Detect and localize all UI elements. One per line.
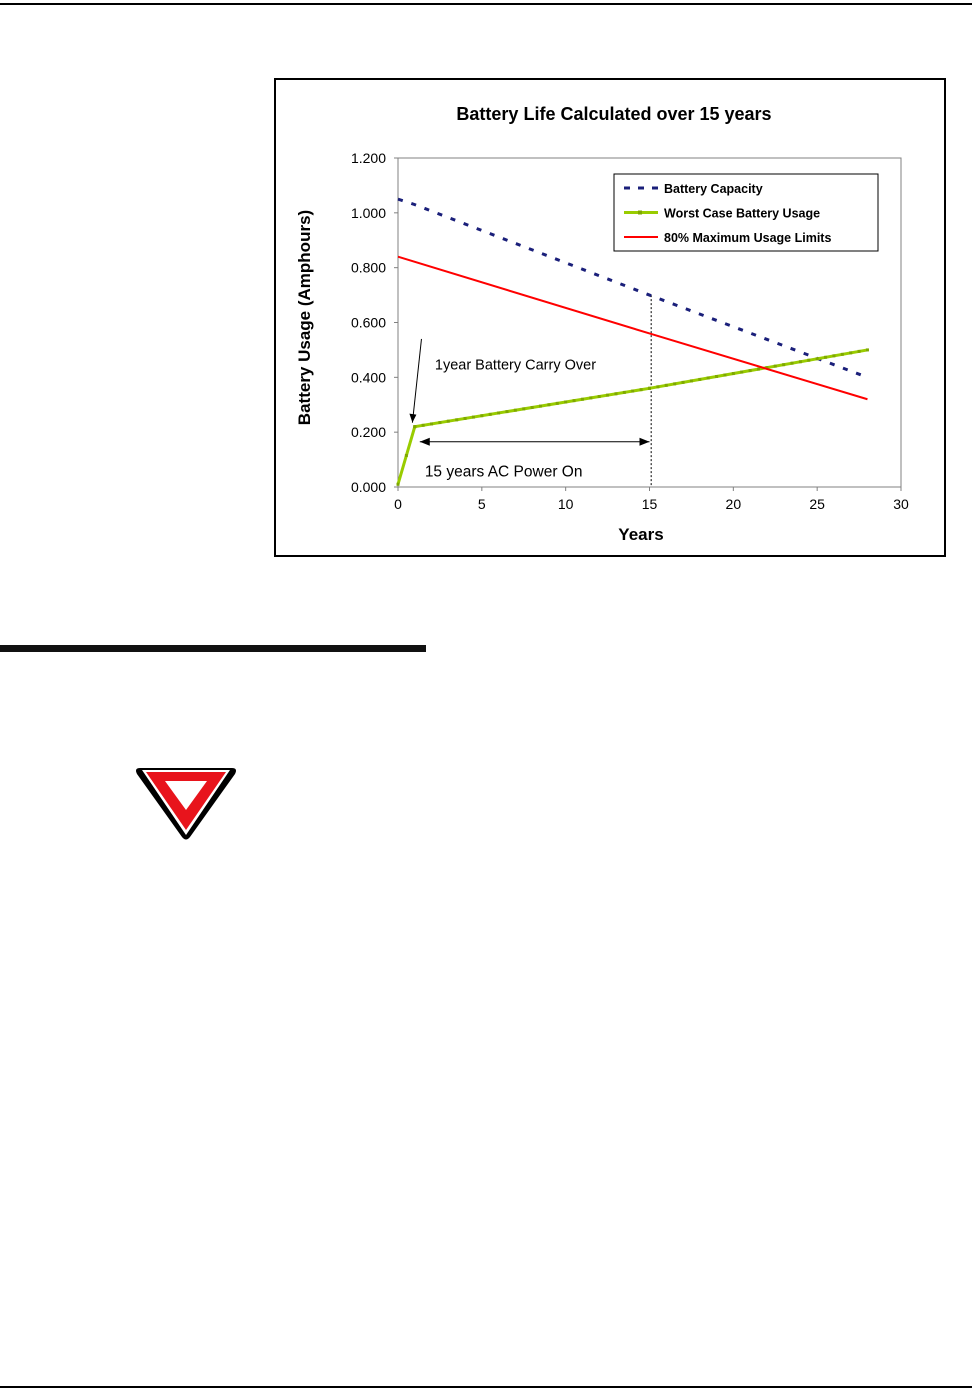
series-point-worst-case xyxy=(715,374,719,378)
series-point-worst-case xyxy=(555,401,559,405)
series-point-worst-case xyxy=(756,367,760,371)
legend: Battery Capacity Worst Case Battery Usage… xyxy=(613,173,879,252)
x-tick-label: 5 xyxy=(478,496,486,512)
series-point-worst-case xyxy=(547,403,551,407)
series-point-worst-case xyxy=(404,453,408,457)
series-point-worst-case xyxy=(840,352,844,356)
legend-swatch-marker xyxy=(638,210,642,215)
series-point-worst-case xyxy=(798,360,802,364)
series-point-worst-case xyxy=(832,354,836,358)
x-tick-label: 30 xyxy=(893,496,909,512)
caution-yield-icon xyxy=(134,764,238,842)
y-tick-label: 1.200 xyxy=(351,150,386,166)
series-point-worst-case xyxy=(731,372,735,376)
chart-title: Battery Life Calculated over 15 years xyxy=(456,104,771,124)
series-point-worst-case xyxy=(572,399,576,403)
y-tick-label: 0.600 xyxy=(351,315,386,331)
series-point-worst-case xyxy=(664,383,668,387)
header-rule xyxy=(0,3,972,5)
series-point-worst-case xyxy=(589,396,593,400)
annotation-arrowhead-carry-over xyxy=(409,413,417,423)
series-point-worst-case xyxy=(807,358,811,362)
x-tick-label: 15 xyxy=(642,496,658,512)
battery-life-chart: Battery Life Calculated over 15 years Ba… xyxy=(274,78,946,557)
legend-label: Worst Case Battery Usage xyxy=(664,207,820,221)
x-tick-label: 20 xyxy=(726,496,742,512)
annotation-battery-carry-over: 1year Battery Carry Over xyxy=(435,358,596,374)
series-line-80-maximum-usage-limits xyxy=(397,255,868,401)
series-point-worst-case xyxy=(539,404,543,408)
series-point-worst-case xyxy=(723,373,727,377)
chart-svg: Battery Life Calculated over 15 years Ba… xyxy=(295,104,909,544)
series-point-worst-case xyxy=(782,363,786,367)
x-axis-label: Years xyxy=(618,525,663,544)
series-point-worst-case xyxy=(421,423,425,427)
annotation-ac-power-on: 15 years AC Power On xyxy=(425,464,583,481)
x-tick-label: 25 xyxy=(809,496,825,512)
series-point-worst-case xyxy=(530,405,534,409)
series-point-worst-case xyxy=(396,482,400,486)
series-point-worst-case xyxy=(639,388,643,392)
footer-rule xyxy=(0,1386,972,1388)
series-point-worst-case xyxy=(740,370,744,374)
series-point-worst-case xyxy=(488,412,492,416)
series-point-worst-case xyxy=(673,382,677,386)
series-point-worst-case xyxy=(622,390,626,394)
series-point-worst-case xyxy=(497,411,501,415)
legend-label: 80% Maximum Usage Limits xyxy=(664,231,831,245)
series-point-worst-case xyxy=(698,377,702,381)
series-point-worst-case xyxy=(748,369,752,373)
series-point-worst-case xyxy=(430,422,434,426)
section-divider xyxy=(0,645,426,652)
series-point-worst-case xyxy=(471,415,475,419)
series-point-worst-case xyxy=(865,348,869,352)
series-point-worst-case xyxy=(413,425,417,429)
series-point-worst-case xyxy=(597,395,601,399)
series-point-worst-case xyxy=(824,355,828,359)
series-point-worst-case xyxy=(505,410,509,414)
series-point-worst-case xyxy=(580,397,584,401)
x-tick-label: 0 xyxy=(394,496,402,512)
series-point-worst-case xyxy=(790,361,794,365)
series-point-worst-case xyxy=(656,385,660,389)
series-point-worst-case xyxy=(438,421,442,425)
series-point-worst-case xyxy=(706,376,710,380)
series-line-battery-capacity xyxy=(397,197,868,379)
y-tick-label: 0.200 xyxy=(351,424,386,440)
series-point-worst-case xyxy=(522,407,526,411)
y-tick-label: 1.000 xyxy=(351,205,386,221)
series-point-worst-case xyxy=(513,408,517,412)
series-point-worst-case xyxy=(564,400,568,404)
series-point-worst-case xyxy=(631,389,635,393)
y-tick-label: 0.400 xyxy=(351,369,386,385)
series-point-worst-case xyxy=(849,351,853,355)
series-point-worst-case xyxy=(815,357,819,361)
series-point-worst-case xyxy=(765,366,769,370)
y-tick-label: 0.000 xyxy=(351,479,386,495)
series-point-worst-case xyxy=(480,414,484,418)
series-point-worst-case xyxy=(455,418,459,422)
legend-label: Battery Capacity xyxy=(664,182,763,196)
series-point-worst-case xyxy=(689,379,693,383)
series-point-worst-case xyxy=(446,419,450,423)
x-tick-label: 10 xyxy=(558,496,574,512)
y-tick-label: 0.800 xyxy=(351,260,386,276)
annotation-span-left-arrowhead xyxy=(419,437,430,446)
series-point-worst-case xyxy=(857,349,861,353)
series-point-worst-case xyxy=(773,364,777,368)
series-point-worst-case xyxy=(463,416,467,420)
series-point-worst-case xyxy=(606,393,610,397)
annotation-span-right-arrowhead xyxy=(639,437,650,446)
series-point-worst-case xyxy=(648,386,651,390)
y-axis-label: Battery Usage (Amphours) xyxy=(295,210,314,425)
annotation-arrow-carry-over xyxy=(411,338,422,423)
series-point-worst-case xyxy=(614,392,618,396)
series-point-worst-case xyxy=(681,380,685,384)
